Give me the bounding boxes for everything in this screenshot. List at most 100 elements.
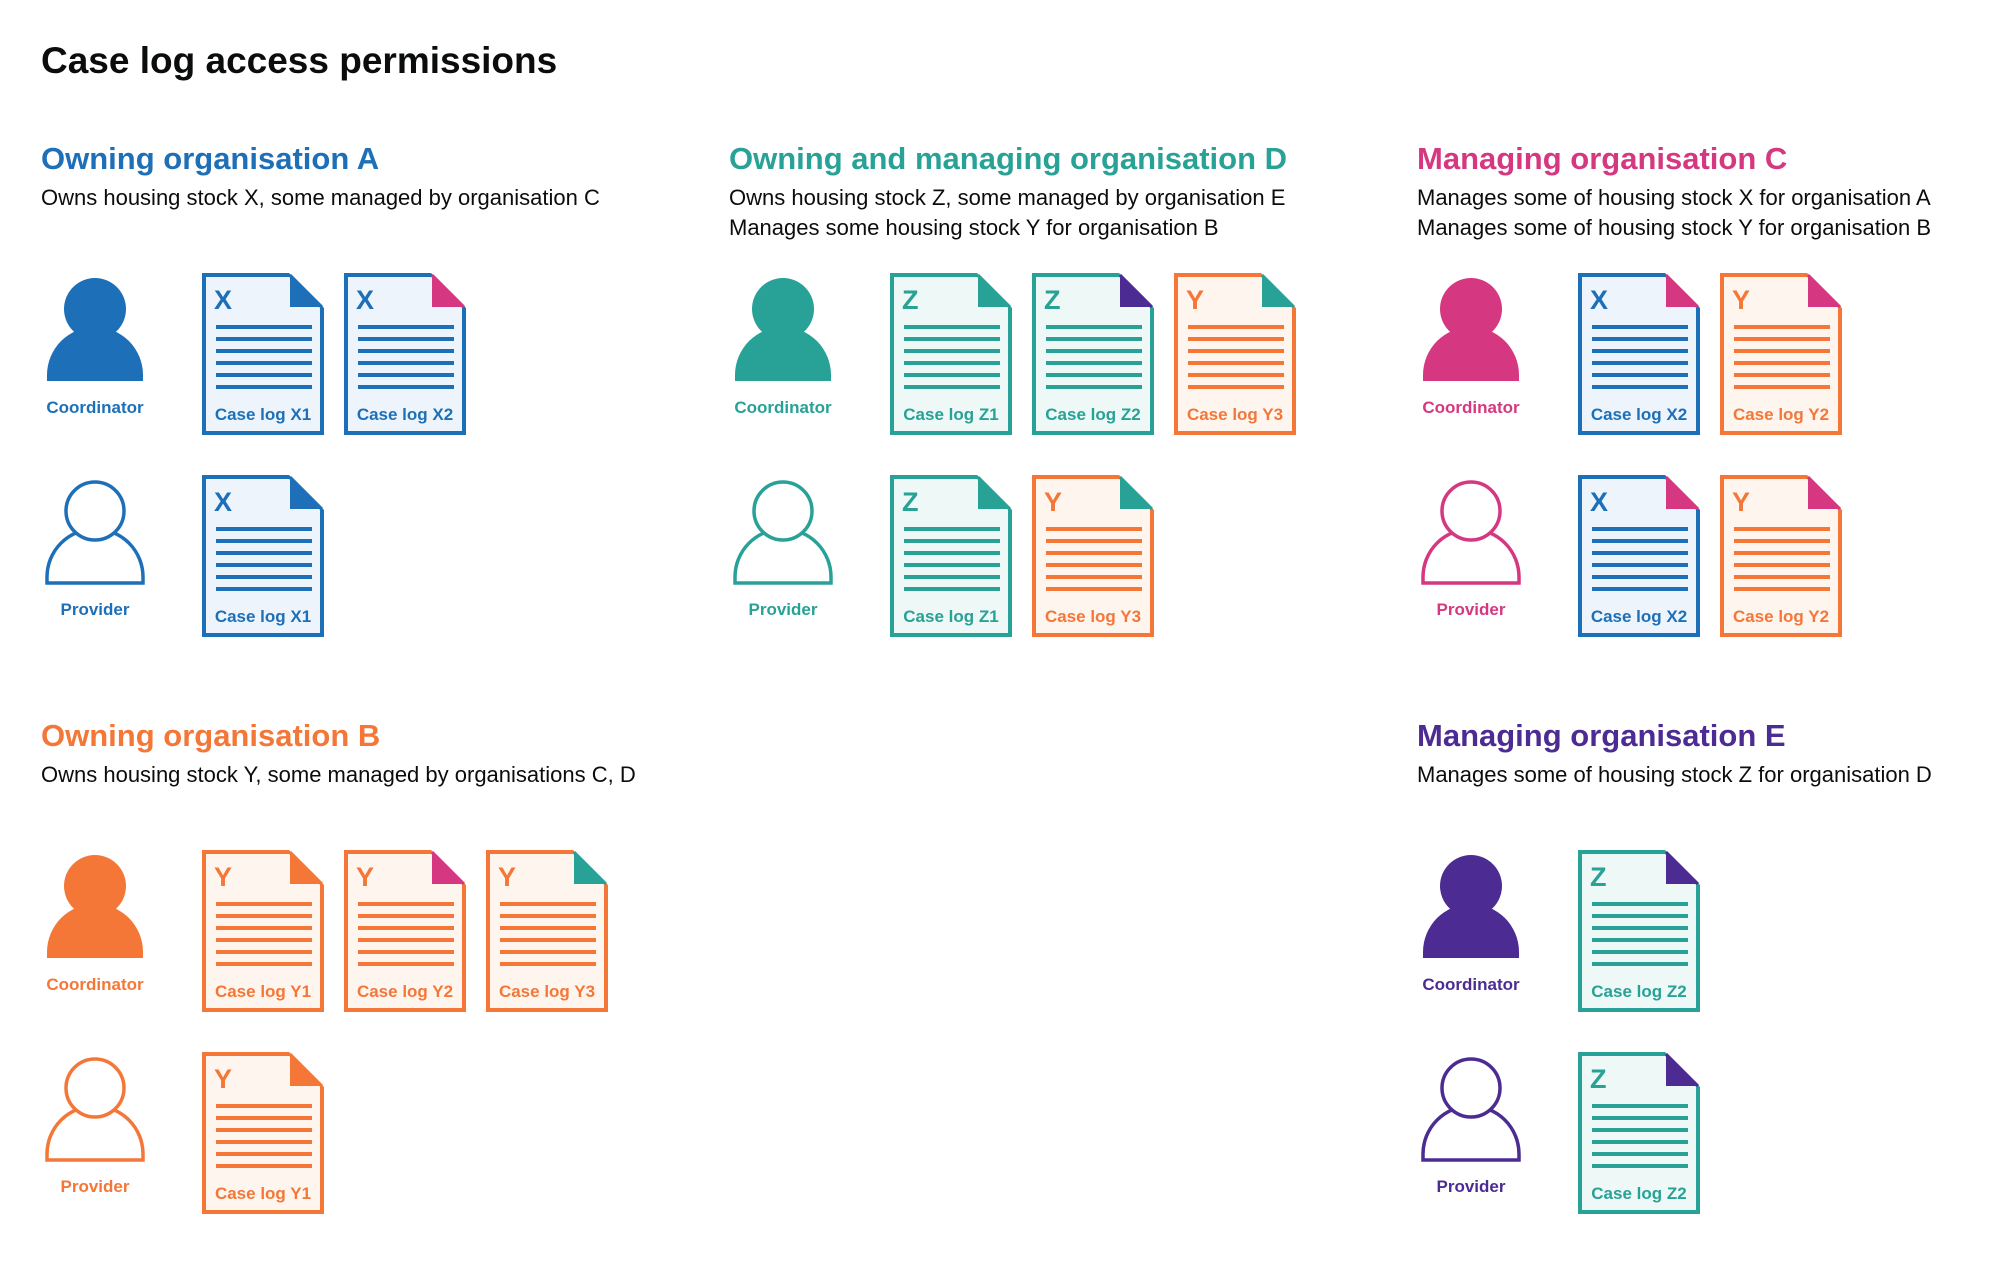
document-page — [1578, 273, 1700, 435]
role-row-coordinator: Coordinator X Case log X1 X Case log X2 — [41, 273, 701, 438]
document-letter: Y — [498, 862, 516, 892]
document-line — [216, 950, 312, 954]
document-line — [1046, 349, 1142, 353]
document-page — [486, 850, 608, 1012]
case-log-document[interactable]: Y Case log Y1 — [202, 850, 324, 1012]
document-line — [1592, 962, 1688, 966]
corner-edge — [976, 273, 1012, 309]
document-page — [344, 273, 466, 435]
document-line — [216, 349, 312, 353]
document-line — [1592, 1116, 1688, 1120]
document-line — [216, 902, 312, 906]
corner-edge — [288, 475, 324, 511]
document-letter: Y — [214, 1064, 232, 1094]
document-line — [358, 325, 454, 329]
organisation-description: Owns housing stock Y, some managed by or… — [41, 760, 636, 790]
document-page — [1578, 850, 1700, 1012]
case-log-document[interactable]: X Case log X2 — [1578, 475, 1700, 637]
document-letter: Y — [1732, 487, 1750, 517]
case-log-document[interactable]: Z Case log Z1 — [890, 273, 1012, 435]
corner-edge — [288, 273, 324, 309]
document-line — [1734, 587, 1830, 591]
corner-edge — [1118, 475, 1154, 511]
person-body — [1423, 327, 1519, 381]
document-line — [216, 1128, 312, 1132]
document-line — [358, 337, 454, 341]
organisation-heading: Owning organisation A — [41, 141, 380, 176]
case-log-document[interactable]: Y Case log Y2 — [1720, 273, 1842, 435]
document-label: Case log Y1 — [215, 982, 311, 1001]
case-log-document[interactable]: Z Case log Z2 — [1578, 850, 1700, 1012]
case-log-document[interactable]: Z Case log Z2 — [1578, 1052, 1700, 1214]
document-letter: Y — [356, 862, 374, 892]
document-line — [1734, 527, 1830, 531]
document-page — [890, 273, 1012, 435]
document-line — [1046, 575, 1142, 579]
document-line — [1046, 527, 1142, 531]
corner-edge — [1664, 1052, 1700, 1088]
corner-edge — [572, 850, 608, 886]
document-line — [1734, 575, 1830, 579]
person-filled-icon — [1423, 278, 1519, 381]
document-line — [216, 361, 312, 365]
corner-edge — [288, 1052, 324, 1088]
case-log-document[interactable]: X Case log X2 — [344, 273, 466, 435]
document-line — [500, 914, 596, 918]
case-log-document[interactable]: Y Case log Y1 — [202, 1052, 324, 1214]
person-filled-icon — [735, 278, 831, 381]
document-line — [216, 337, 312, 341]
organisation-heading: Owning organisation B — [41, 718, 381, 753]
document-line — [1046, 361, 1142, 365]
document-line — [216, 938, 312, 942]
document-line — [1734, 385, 1830, 389]
role-row-provider: Provider X Case log X1 — [41, 475, 701, 640]
person-body — [1423, 904, 1519, 958]
document-label: Case log X2 — [1591, 405, 1687, 424]
document-line — [1734, 325, 1830, 329]
document-page — [202, 850, 324, 1012]
case-log-document[interactable]: Y Case log Y2 — [1720, 475, 1842, 637]
role-row-coordinator: Coordinator X Case log X2 Y Case log Y2 — [1417, 273, 2000, 438]
organisation-description: Manages some of housing stock Z for orga… — [1417, 760, 1932, 790]
document-line — [904, 539, 1000, 543]
document-line — [1592, 914, 1688, 918]
document-label: Case log Y2 — [1733, 405, 1829, 424]
case-log-document[interactable]: Z Case log Z1 — [890, 475, 1012, 637]
document-label: Case log X1 — [215, 405, 311, 424]
document-page — [344, 850, 466, 1012]
case-log-document[interactable]: Y Case log Y3 — [1174, 273, 1296, 435]
document-line — [1592, 373, 1688, 377]
case-log-document[interactable]: Y Case log Y2 — [344, 850, 466, 1012]
case-log-document[interactable]: X Case log X1 — [202, 273, 324, 435]
case-log-document[interactable]: Y Case log Y3 — [486, 850, 608, 1012]
case-log-document[interactable]: Z Case log Z2 — [1032, 273, 1154, 435]
corner-edge — [1806, 273, 1842, 309]
case-log-document[interactable]: Y Case log Y3 — [1032, 475, 1154, 637]
document-line — [216, 563, 312, 567]
document-line — [904, 337, 1000, 341]
case-log-document[interactable]: X Case log X1 — [202, 475, 324, 637]
case-log-document[interactable]: X Case log X2 — [1578, 273, 1700, 435]
description-line: Manages some of housing stock X for orga… — [1417, 185, 1931, 210]
document-line — [216, 551, 312, 555]
document-letter: Z — [1590, 1064, 1607, 1094]
organisation-section: Owning organisation B Owns housing stock … — [41, 718, 701, 1214]
document-label: Case log X2 — [1591, 607, 1687, 626]
person-head — [64, 480, 126, 542]
document-line — [904, 361, 1000, 365]
person-outline-icon — [1421, 480, 1521, 585]
document-line — [358, 373, 454, 377]
person-head — [752, 480, 814, 542]
document-line — [1734, 337, 1830, 341]
document-line — [1188, 373, 1284, 377]
person-head — [1440, 1057, 1502, 1119]
document-line — [1592, 1152, 1688, 1156]
person-head — [1440, 278, 1502, 340]
document-page — [1578, 1052, 1700, 1214]
person-outline-icon — [45, 1057, 145, 1162]
document-label: Case log Y2 — [357, 982, 453, 1001]
role-row-coordinator: Coordinator Z Case log Z2 — [1417, 850, 2000, 1015]
document-page — [1032, 273, 1154, 435]
document-line — [1592, 563, 1688, 567]
document-line — [904, 587, 1000, 591]
